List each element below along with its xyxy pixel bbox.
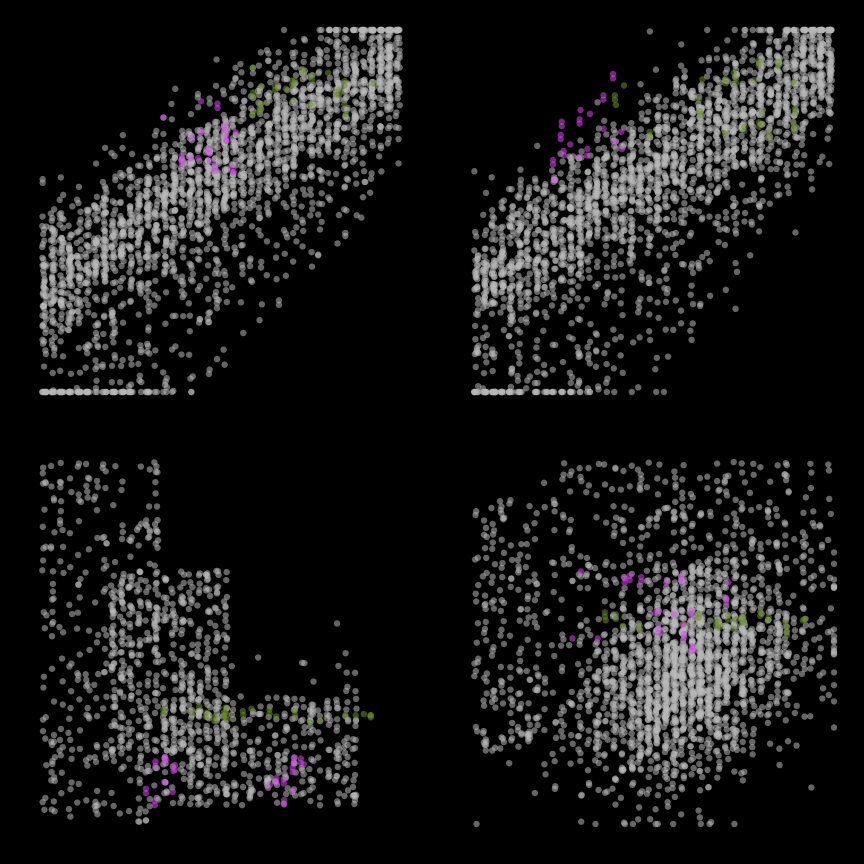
scatter-bottom-left [0, 432, 432, 864]
panel-top-left [0, 0, 432, 432]
scatter-top-left [0, 0, 432, 432]
scatter-top-right [432, 0, 864, 432]
panel-bottom-left [0, 432, 432, 864]
panel-bottom-right [432, 432, 864, 864]
scatter-bottom-right [432, 432, 864, 864]
scatter-grid [0, 0, 864, 864]
panel-top-right [432, 0, 864, 432]
